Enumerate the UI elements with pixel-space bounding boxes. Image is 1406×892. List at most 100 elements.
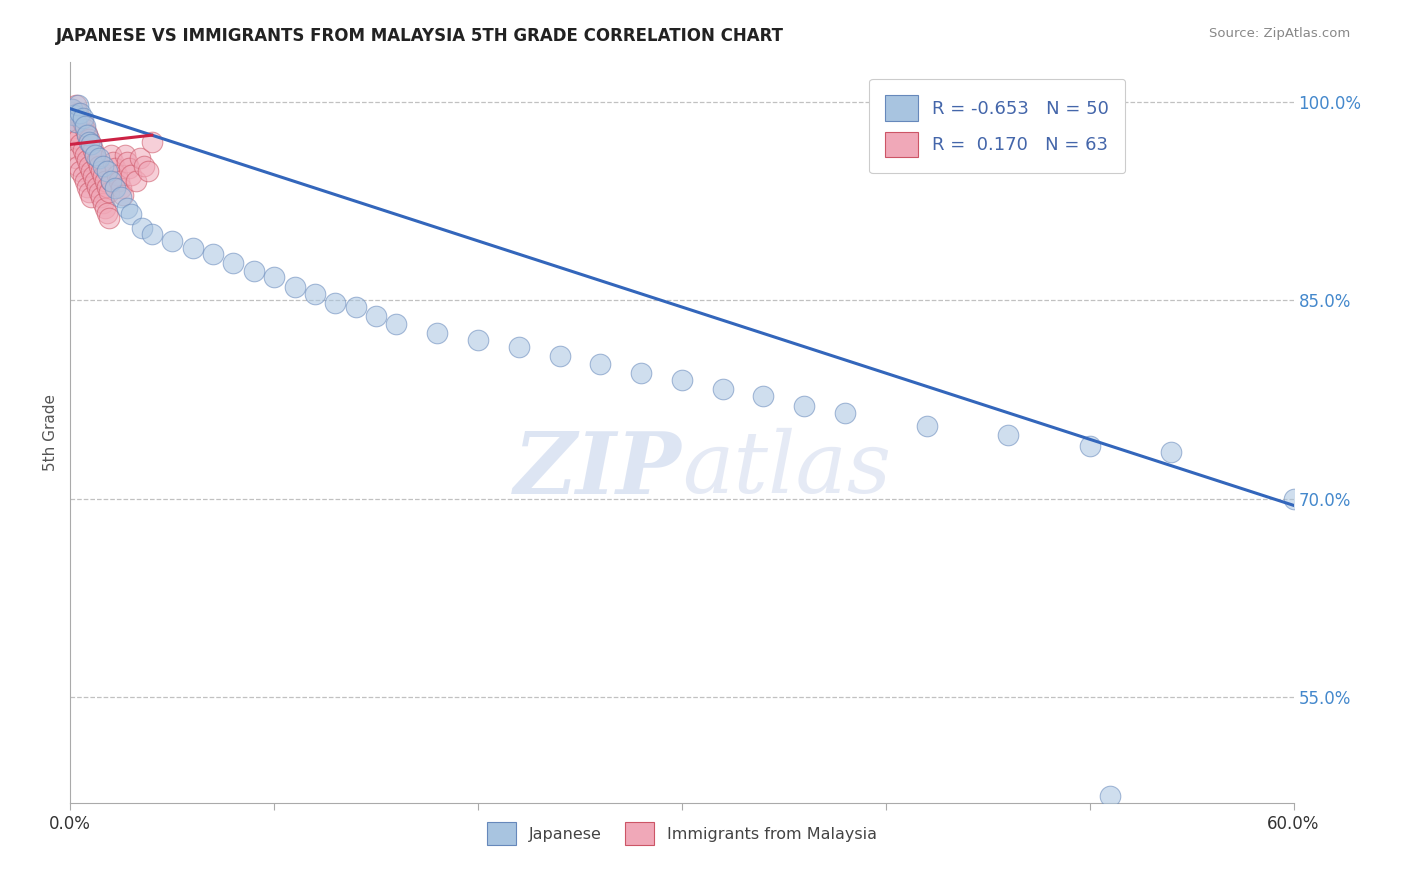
Point <box>72 143 94 157</box>
Point <box>124 174 146 188</box>
Point <box>73 119 96 133</box>
Point <box>65 151 87 165</box>
Point <box>98 185 121 199</box>
Point <box>114 148 136 162</box>
Point <box>141 135 163 149</box>
Point <box>304 286 326 301</box>
Point <box>60 102 83 116</box>
Point <box>997 428 1019 442</box>
Point <box>344 300 367 314</box>
Point <box>162 234 183 248</box>
Point <box>60 128 83 143</box>
Point <box>79 137 103 152</box>
Point <box>112 187 135 202</box>
Y-axis label: 5th Grade: 5th Grade <box>44 394 59 471</box>
Point <box>630 366 652 380</box>
Point <box>110 190 132 204</box>
Point <box>73 174 96 188</box>
Point <box>323 296 347 310</box>
Point <box>72 169 94 183</box>
Point <box>711 382 734 396</box>
Point <box>366 310 388 324</box>
Point <box>117 201 139 215</box>
Point <box>118 161 141 176</box>
Point <box>128 151 150 165</box>
Point <box>94 174 117 188</box>
Point <box>83 148 105 162</box>
Point <box>793 399 815 413</box>
Point <box>67 105 90 120</box>
Point <box>131 220 153 235</box>
Point <box>1160 445 1182 459</box>
Point <box>86 179 108 194</box>
Text: ZIP: ZIP <box>515 428 682 511</box>
Point <box>132 159 155 173</box>
Point <box>69 105 91 120</box>
Point <box>100 174 122 188</box>
Point <box>1282 491 1305 506</box>
Point <box>90 164 112 178</box>
Point <box>73 121 96 136</box>
Point <box>77 185 100 199</box>
Point <box>98 211 121 226</box>
Point <box>96 179 118 194</box>
Point <box>100 148 122 162</box>
Point <box>69 137 91 152</box>
Point <box>67 132 90 146</box>
Text: atlas: atlas <box>682 428 891 511</box>
Point <box>76 153 98 168</box>
Point <box>91 169 114 183</box>
Point <box>76 128 98 143</box>
Point <box>91 195 114 210</box>
Point <box>100 174 122 188</box>
Point <box>141 227 163 242</box>
Point <box>69 111 91 125</box>
Point <box>65 124 87 138</box>
Point <box>110 181 132 195</box>
Point <box>222 256 245 270</box>
Point <box>105 168 128 182</box>
Point <box>87 185 110 199</box>
Point <box>385 317 408 331</box>
Point <box>136 164 159 178</box>
Point <box>263 269 285 284</box>
Point <box>104 161 127 176</box>
Point <box>72 111 94 125</box>
Point <box>467 333 489 347</box>
Point <box>121 207 143 221</box>
Point <box>1078 439 1101 453</box>
Point <box>79 164 103 178</box>
Point <box>63 108 86 122</box>
Point <box>101 154 124 169</box>
Point <box>117 154 139 169</box>
Point <box>752 389 775 403</box>
Point <box>202 247 225 261</box>
Point <box>82 169 104 183</box>
Point <box>96 164 118 178</box>
Point <box>65 115 87 129</box>
Point <box>67 97 90 112</box>
Point <box>63 115 86 129</box>
Point <box>76 127 98 141</box>
Point <box>79 137 103 152</box>
Point <box>91 159 114 173</box>
Point <box>87 151 110 165</box>
Point <box>1099 789 1122 804</box>
Point <box>87 159 110 173</box>
Point <box>77 135 100 149</box>
Point <box>96 206 118 220</box>
Point <box>243 264 266 278</box>
Legend: Japanese, Immigrants from Malaysia: Japanese, Immigrants from Malaysia <box>474 810 890 858</box>
Point <box>69 164 91 178</box>
Point <box>121 168 143 182</box>
Point <box>77 159 100 173</box>
Point <box>83 148 105 162</box>
Text: Source: ZipAtlas.com: Source: ZipAtlas.com <box>1209 27 1350 40</box>
Point <box>82 143 104 157</box>
Point <box>589 357 612 371</box>
Point <box>671 373 693 387</box>
Point <box>65 97 87 112</box>
Text: JAPANESE VS IMMIGRANTS FROM MALAYSIA 5TH GRADE CORRELATION CHART: JAPANESE VS IMMIGRANTS FROM MALAYSIA 5TH… <box>56 27 785 45</box>
Point <box>915 419 938 434</box>
Point <box>834 406 856 420</box>
